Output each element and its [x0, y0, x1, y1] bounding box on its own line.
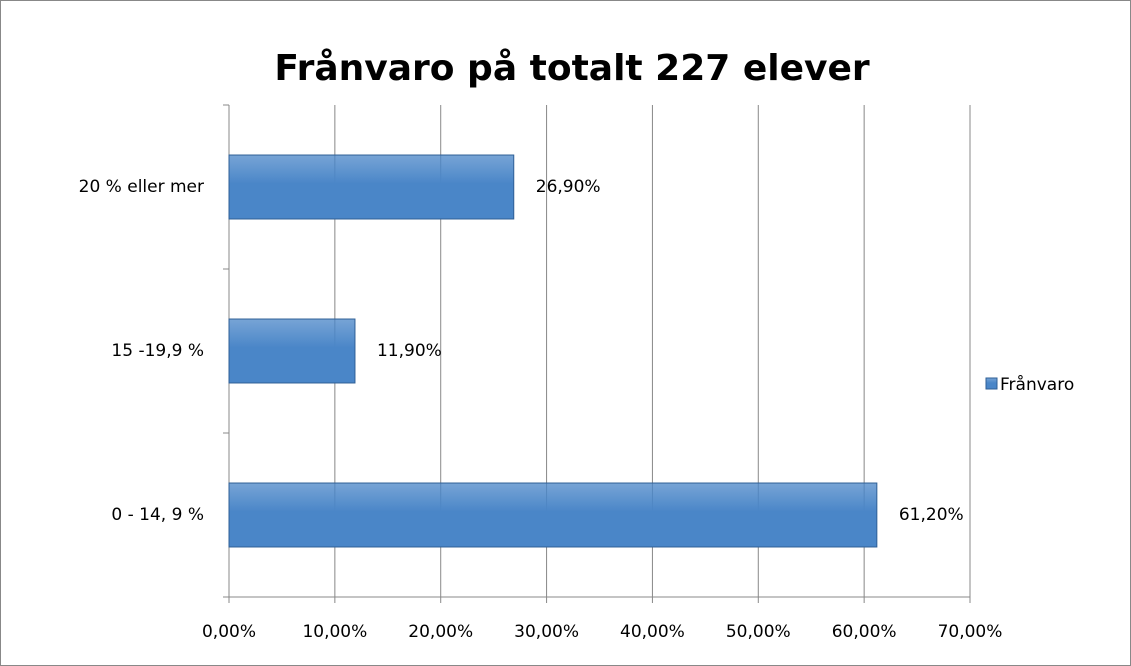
- x-tick-label: 50,00%: [726, 622, 791, 642]
- chart-title: Frånvaro på totalt 227 elever: [274, 48, 870, 89]
- data-label: 11,90%: [377, 341, 442, 361]
- x-tick-label: 20,00%: [408, 622, 473, 642]
- y-tick-label: 15 -19,9 %: [111, 341, 204, 361]
- data-label: 61,20%: [899, 505, 964, 525]
- x-tick-label: 30,00%: [514, 622, 579, 642]
- x-tick-label: 70,00%: [938, 622, 1003, 642]
- x-tick-label: 40,00%: [620, 622, 685, 642]
- x-tick-label: 0,00%: [202, 622, 256, 642]
- y-tick-label: 0 - 14, 9 %: [111, 505, 204, 525]
- bar: [228, 318, 356, 384]
- bar: [228, 154, 515, 220]
- bar: [228, 482, 878, 548]
- x-tick-label: 10,00%: [302, 622, 367, 642]
- x-tick-label: 60,00%: [832, 622, 897, 642]
- legend-swatch: [985, 377, 998, 390]
- y-tick-label: 20 % eller mer: [79, 177, 204, 197]
- data-label: 26,90%: [536, 177, 601, 197]
- legend-label: Frånvaro: [1000, 374, 1074, 395]
